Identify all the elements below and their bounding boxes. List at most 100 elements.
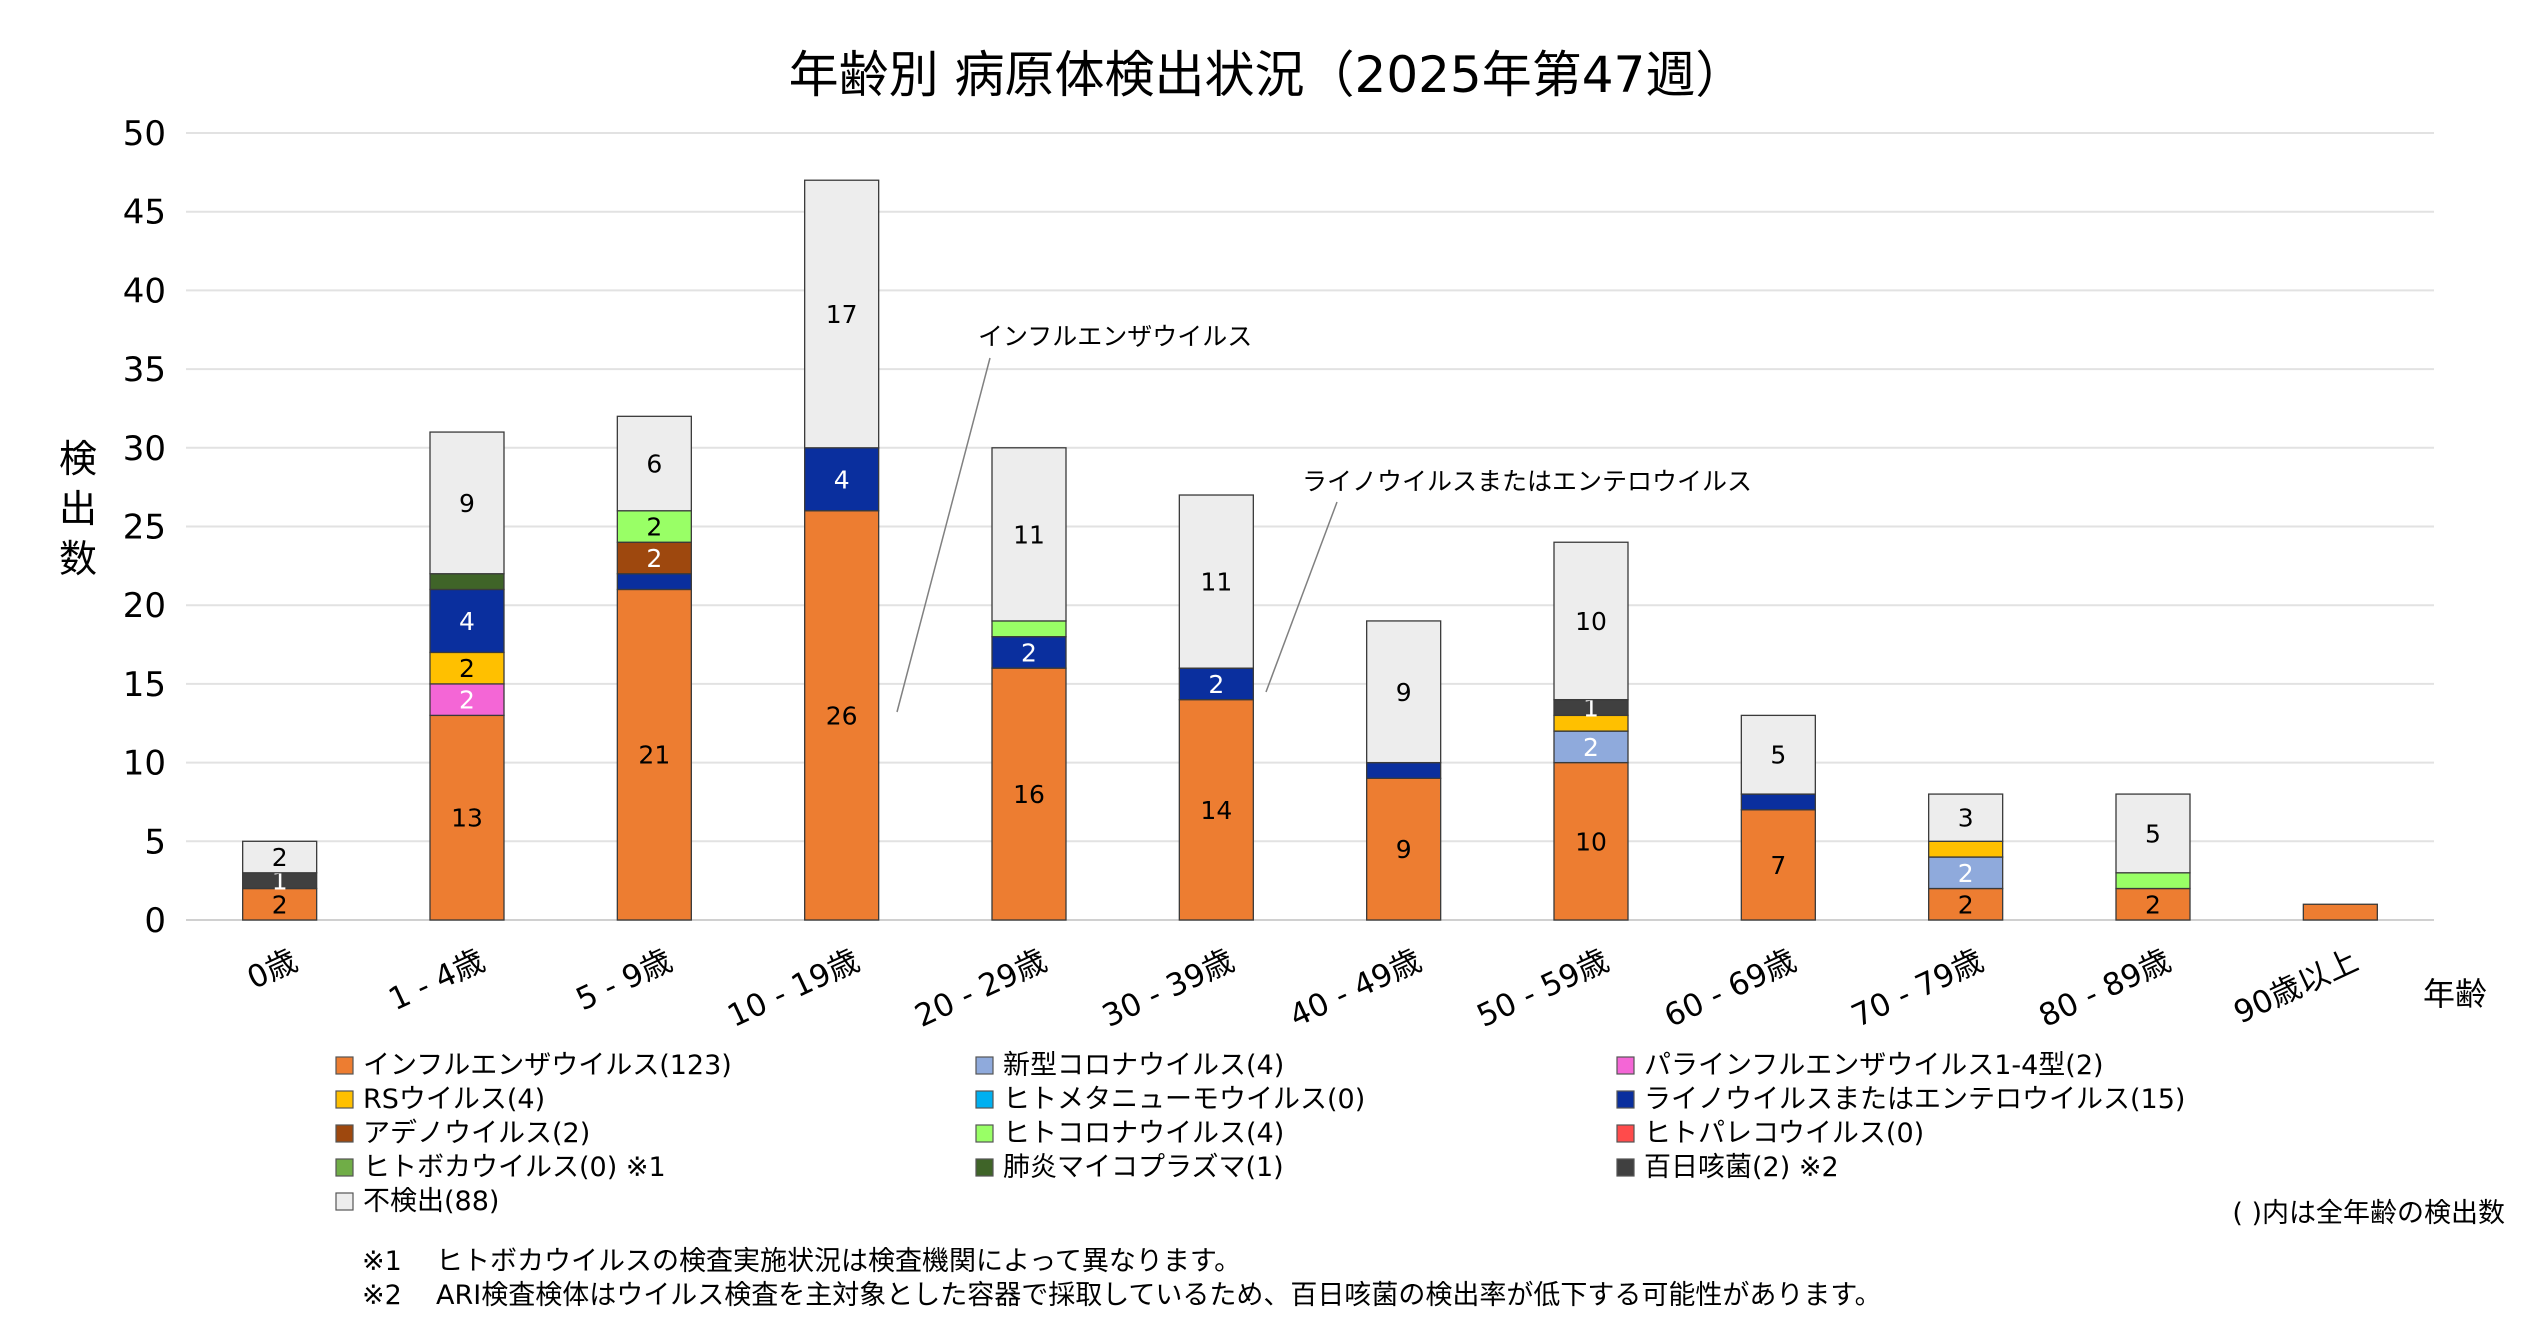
legend-item: ライノウイルスまたはエンテロウイルス(15) [1616, 1084, 2185, 1115]
y-tick-label: 40 [123, 271, 166, 311]
y-tick-label: 50 [123, 114, 166, 154]
bar-stack [2302, 903, 2378, 921]
x-tick-label: 30 - 39歳 [1097, 943, 1240, 1035]
x-tick-label: 40 - 49歳 [1284, 943, 1427, 1035]
y-tick-label: 45 [123, 193, 166, 233]
legend-note: ( )内は全年齢の検出数 [2232, 1198, 2505, 1229]
annotation-leader-line [896, 357, 991, 713]
bar-segment [804, 179, 880, 449]
bar-segment [429, 714, 505, 921]
footnote-text: ARI検査検体はウイルス検査を主対象とした容器で採取しているため、百日咳菌の検出… [436, 1280, 1882, 1311]
bar-segment [616, 573, 692, 591]
legend-label: ヒトコロナウイルス(4) [1003, 1118, 1284, 1149]
legend-swatch [1616, 1056, 1635, 1075]
data-label: 16 [1013, 780, 1045, 809]
legend-item: ヒトコロナウイルス(4) [975, 1118, 1284, 1149]
data-label: 11 [1013, 520, 1045, 549]
footnote-mark: ※1 [362, 1246, 402, 1277]
bar-segment [1178, 494, 1254, 669]
bar-stack: 21 22 6 [616, 415, 692, 921]
legend-swatch [1616, 1090, 1635, 1109]
bar-stack: 99 [1366, 620, 1442, 921]
x-tick-label: 70 - 79歳 [1846, 943, 1989, 1035]
data-label: 9 [459, 489, 475, 518]
annotation-label: ライノウイルスまたはエンテロウイルス [1302, 467, 1752, 496]
data-label: 2 [1021, 638, 1037, 667]
annotation-leader-line [1265, 501, 1338, 693]
data-label: 2 [646, 513, 662, 542]
y-tick-label: 5 [144, 822, 166, 862]
legend-swatch [975, 1090, 994, 1109]
data-label: 4 [834, 465, 850, 494]
legend-swatch [975, 1056, 994, 1075]
data-label: 6 [646, 450, 662, 479]
bar-stack: 13 2 2 4 9 [429, 431, 505, 921]
legend-label: ライノウイルスまたはエンテロウイルス(15) [1644, 1084, 2185, 1115]
footnote-text: ヒトボカウイルスの検査実施状況は検査機関によって異なります。 [436, 1246, 1241, 1277]
x-tick-label: 60 - 69歳 [1659, 943, 1802, 1035]
legend-label: 不検出(88) [363, 1186, 499, 1217]
bar-segment [991, 636, 1067, 669]
data-label: 1 [1583, 694, 1599, 723]
bars: 2121322492122626417162111421199102110752… [242, 179, 2378, 921]
bar-segment [1366, 620, 1442, 764]
bar-stack: 75 [1740, 714, 1816, 921]
legend-item: ヒトボカウイルス(0) ※1 [335, 1152, 666, 1183]
bar-segment [1366, 761, 1442, 779]
bar-segment [1366, 777, 1442, 921]
legend-label: ヒトパレコウイルス(0) [1644, 1118, 1924, 1149]
bar-stack: 25 [2115, 793, 2191, 921]
x-tick-label: 0歳 [242, 943, 303, 997]
legend-swatch [335, 1056, 354, 1075]
x-tick-label: 50 - 59歳 [1472, 943, 1615, 1035]
bar-stack: 22 3 [1928, 793, 2004, 921]
bar-segment [1553, 541, 1629, 701]
bar-segment [991, 620, 1067, 638]
bar-segment [429, 573, 505, 591]
data-label: 2 [2145, 890, 2161, 919]
legend-swatch [975, 1158, 994, 1177]
bar-stack: 14 2 11 [1178, 494, 1254, 921]
data-label: 4 [459, 607, 475, 636]
y-tick-label: 30 [123, 429, 166, 469]
legend-label: 新型コロナウイルス(4) [1003, 1050, 1284, 1081]
y-tick-label: 15 [123, 665, 166, 705]
legend-label: 百日咳菌(2) ※2 [1644, 1152, 1839, 1183]
legend-swatch [335, 1192, 354, 1211]
bar-segment [2302, 903, 2378, 921]
y-tick-label: 10 [123, 744, 166, 784]
bar-segment [2115, 793, 2191, 874]
data-label: 11 [1200, 568, 1232, 597]
bar-stack: 26 4 17 [804, 179, 880, 921]
x-tick-label: 10 - 19歳 [722, 943, 865, 1035]
legend-swatch [1616, 1158, 1635, 1177]
bar-segment [616, 510, 692, 543]
data-label: 10 [1575, 827, 1607, 856]
legend-item: 不検出(88) [335, 1186, 499, 1217]
bar-segment [1740, 714, 1816, 795]
bar-segment [1928, 793, 2004, 842]
y-axis-ticks: 0 5 10 15 20 25 30 35 40 45 50 [123, 114, 166, 941]
bar-segment [616, 415, 692, 512]
legend-label: アデノウイルス(2) [363, 1118, 590, 1149]
x-tick-label: 20 - 29歳 [910, 943, 1053, 1035]
bar-stack: 212 [242, 840, 318, 921]
annotation-label: インフルエンザウイルス [978, 322, 1252, 351]
data-label: 21 [638, 741, 670, 770]
data-label: 2 [459, 686, 475, 715]
bar-segment [2115, 872, 2191, 890]
data-label: 2 [1208, 670, 1224, 699]
data-label: 7 [1770, 851, 1786, 880]
footnote-1: ※1 ヒトボカウイルスの検査実施状況は検査機関によって異なります。 [362, 1246, 1241, 1277]
data-label: 5 [2145, 819, 2161, 848]
data-label: 14 [1200, 796, 1232, 825]
x-axis-label: 年齢 [2423, 975, 2487, 1013]
data-label: 13 [451, 804, 483, 833]
x-tick-label: 1 - 4歳 [383, 943, 490, 1018]
bar-segment [616, 588, 692, 921]
y-axis-label: 検出数 [59, 437, 97, 581]
data-label: 9 [1396, 835, 1412, 864]
legend-swatch [335, 1124, 354, 1143]
